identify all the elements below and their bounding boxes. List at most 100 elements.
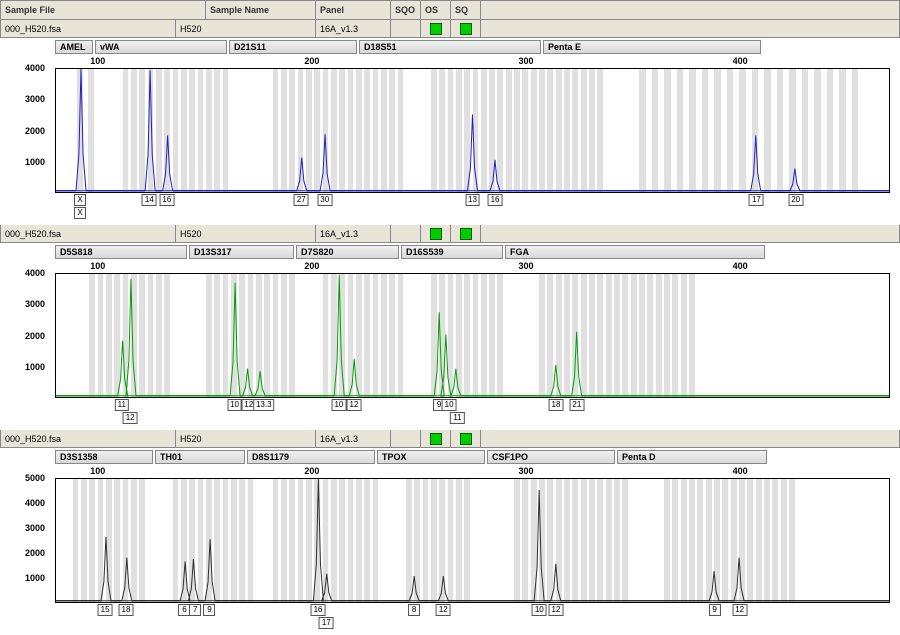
x-axis: 100200300400: [55, 466, 890, 478]
allele-call[interactable]: 17: [319, 617, 334, 629]
locus-label[interactable]: vWA: [95, 40, 227, 54]
allele-call[interactable]: 9: [203, 604, 215, 616]
allele-call[interactable]: 12: [549, 604, 564, 616]
x-axis: 100200300400: [55, 261, 890, 273]
locus-label[interactable]: TH01: [155, 450, 245, 464]
sample-file-value: 000_H520.fsa: [1, 20, 176, 37]
allele-call[interactable]: 16: [311, 604, 326, 616]
allele-call[interactable]: 9: [709, 604, 721, 616]
allele-call[interactable]: 10: [442, 399, 457, 411]
col-sqo[interactable]: SQO: [391, 1, 421, 19]
x-tick: 400: [733, 56, 748, 66]
allele-call[interactable]: 13: [465, 194, 480, 206]
y-tick: 4000: [25, 268, 45, 278]
locus-label[interactable]: TPOX: [377, 450, 485, 464]
column-headers: Sample File Sample Name Panel SQO OS SQ: [0, 0, 900, 20]
allele-call[interactable]: 8: [408, 604, 420, 616]
sq-indicator: [451, 225, 481, 242]
plot-area[interactable]: [55, 273, 890, 398]
allele-call[interactable]: 13.3: [253, 399, 275, 411]
locus-label[interactable]: Penta E: [543, 40, 761, 54]
x-tick: 100: [90, 466, 105, 476]
allele-call[interactable]: 11: [115, 399, 129, 411]
locus-labels: D3S1358TH01D8S1179TPOXCSF1POPenta D: [0, 448, 900, 466]
sample-file-value: 000_H520.fsa: [1, 225, 176, 242]
locus-labels: AMELvWAD21S11D18S51Penta E: [0, 38, 900, 56]
allele-call[interactable]: 12: [123, 412, 138, 424]
sample-info-row[interactable]: 000_H520.fsaH52016A_v1.3: [0, 430, 900, 448]
y-tick: 5000: [25, 473, 45, 483]
electropherogram-chart[interactable]: 10020030040010002000300040001112101213.3…: [0, 261, 900, 426]
allele-call[interactable]: 14: [142, 194, 157, 206]
x-tick: 100: [90, 261, 105, 271]
electropherogram-chart[interactable]: 1002003004001000200030004000500015186791…: [0, 466, 900, 631]
locus-label[interactable]: AMEL: [55, 40, 93, 54]
allele-call[interactable]: 10: [227, 399, 242, 411]
allele-call[interactable]: 16: [488, 194, 503, 206]
sq-indicator: [451, 20, 481, 37]
y-tick: 2000: [25, 331, 45, 341]
trace: [56, 274, 889, 397]
allele-calls: 1112101213.31012910111821: [55, 398, 890, 426]
allele-call[interactable]: 17: [749, 194, 764, 206]
allele-call[interactable]: 27: [294, 194, 309, 206]
x-tick: 400: [733, 261, 748, 271]
allele-call[interactable]: 18: [119, 604, 134, 616]
trace: [56, 479, 889, 602]
plot-area[interactable]: [55, 68, 890, 193]
status-green-icon: [460, 433, 472, 445]
status-green-icon: [460, 23, 472, 35]
locus-label[interactable]: FGA: [505, 245, 765, 259]
allele-call[interactable]: 21: [569, 399, 584, 411]
allele-call[interactable]: 15: [98, 604, 113, 616]
os-indicator: [421, 430, 451, 447]
y-tick: 3000: [25, 94, 45, 104]
col-sample-file[interactable]: Sample File: [1, 1, 206, 19]
col-sample-name[interactable]: Sample Name: [206, 1, 316, 19]
sample-info-row[interactable]: 000_H520.fsaH52016A_v1.3: [0, 225, 900, 243]
status-green-icon: [460, 228, 472, 240]
allele-call[interactable]: 20: [788, 194, 803, 206]
locus-label[interactable]: D16S539: [401, 245, 503, 259]
locus-label[interactable]: D5S818: [55, 245, 187, 259]
allele-call[interactable]: 30: [317, 194, 332, 206]
electropherogram-chart[interactable]: 1002003004001000200030004000XX1416273013…: [0, 56, 900, 221]
allele-call[interactable]: 12: [732, 604, 747, 616]
x-tick: 200: [304, 261, 319, 271]
col-panel[interactable]: Panel: [316, 1, 391, 19]
y-axis: 10002000300040005000: [0, 478, 50, 603]
locus-label[interactable]: D7S820: [296, 245, 399, 259]
y-tick: 1000: [25, 157, 45, 167]
allele-call[interactable]: 7: [189, 604, 201, 616]
allele-call[interactable]: 10: [331, 399, 346, 411]
sample-info-row[interactable]: 000_H520.fsaH52016A_v1.3: [0, 20, 900, 38]
locus-label[interactable]: D18S51: [359, 40, 541, 54]
locus-label[interactable]: D13S317: [189, 245, 294, 259]
locus-label[interactable]: D21S11: [229, 40, 357, 54]
x-tick: 400: [733, 466, 748, 476]
sqo-indicator: [391, 430, 421, 447]
locus-labels: D5S818D13S317D7S820D16S539FGA: [0, 243, 900, 261]
y-tick: 3000: [25, 299, 45, 309]
allele-call[interactable]: 11: [450, 412, 464, 424]
plot-area[interactable]: [55, 478, 890, 603]
locus-label[interactable]: D3S1358: [55, 450, 153, 464]
locus-label[interactable]: D8S1179: [247, 450, 375, 464]
allele-call[interactable]: 16: [159, 194, 174, 206]
y-tick: 1000: [25, 573, 45, 583]
allele-call[interactable]: X: [74, 194, 86, 206]
allele-call[interactable]: 10: [532, 604, 547, 616]
y-tick: 4000: [25, 63, 45, 73]
col-os[interactable]: OS: [421, 1, 451, 19]
allele-call[interactable]: X: [74, 207, 86, 219]
locus-label[interactable]: Penta D: [617, 450, 767, 464]
allele-call[interactable]: 12: [436, 604, 451, 616]
y-tick: 2000: [25, 126, 45, 136]
allele-call[interactable]: 12: [346, 399, 361, 411]
panel-value: 16A_v1.3: [316, 225, 391, 242]
col-sq[interactable]: SQ: [451, 1, 481, 19]
y-axis: 1000200030004000: [0, 68, 50, 193]
sample-name-value: H520: [176, 20, 316, 37]
allele-call[interactable]: 18: [549, 399, 564, 411]
locus-label[interactable]: CSF1PO: [487, 450, 615, 464]
